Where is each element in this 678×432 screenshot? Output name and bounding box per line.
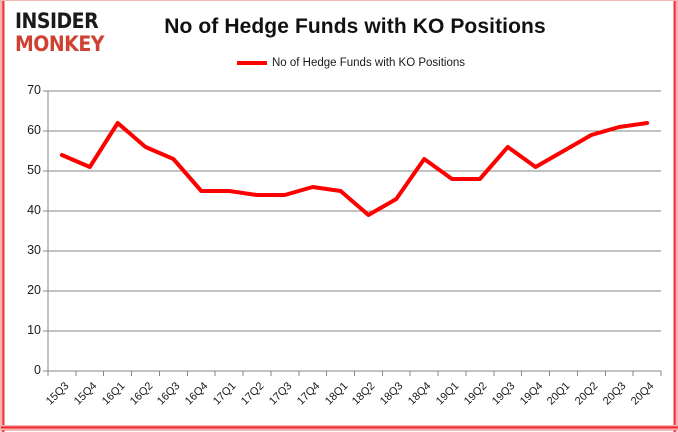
y-axis-tick-label: 60 — [27, 123, 41, 137]
insider-monkey-logo: INSIDER MONKEY — [15, 9, 135, 57]
gridlines — [48, 90, 661, 372]
y-axis-tick-label: 70 — [27, 83, 41, 97]
frame-edge-right — [673, 1, 677, 432]
legend-swatch-icon — [236, 61, 267, 65]
axis-ticks — [43, 90, 662, 376]
y-axis-tick-label: 20 — [27, 283, 41, 297]
page-title: No of Hedge Funds with KO Positions — [164, 15, 546, 38]
logo-line-1: INSIDER — [15, 9, 99, 33]
series-line-no-of-hedge-funds — [59, 121, 650, 217]
chart-legend: No of Hedge Funds with KO Positions — [1, 57, 678, 69]
y-axis-tick-label: 0 — [34, 363, 41, 377]
y-axis-tick-label: 50 — [27, 163, 41, 177]
y-axis-tick-label: 30 — [27, 243, 41, 257]
frame-edge-left — [1, 1, 5, 432]
legend-label: No of Hedge Funds with KO Positions — [271, 57, 466, 69]
logo-line-2: MONKEY — [15, 32, 104, 56]
y-axis-tick-label: 10 — [27, 323, 41, 337]
y-axis-tick-label: 40 — [27, 203, 41, 217]
frame-edge-bottom — [1, 425, 678, 430]
